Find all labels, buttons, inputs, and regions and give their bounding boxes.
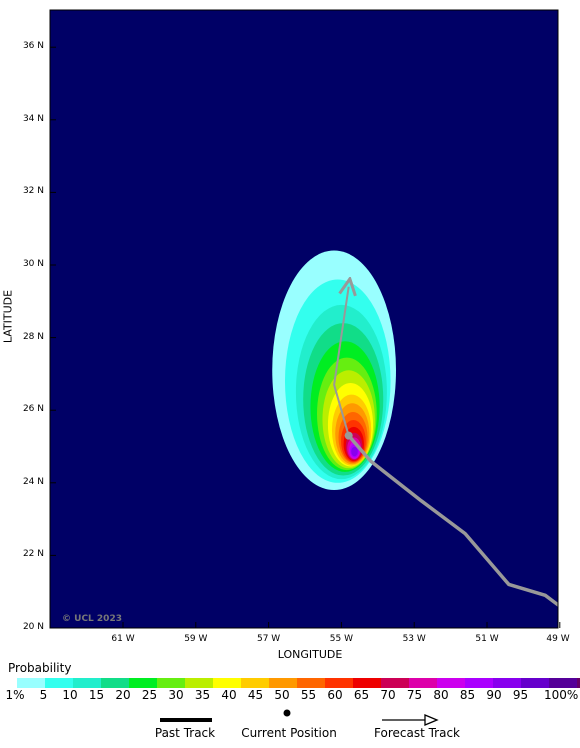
legend-label: 90	[486, 688, 502, 702]
map-border	[49, 9, 559, 629]
legend-swatch	[353, 678, 381, 688]
lat-tick-label: 20 N	[22, 622, 44, 632]
legend-label: 30	[168, 688, 184, 702]
lon-tick-label: 55 W	[329, 634, 353, 644]
legend-label: 35	[194, 688, 211, 702]
legend-label: 10	[62, 688, 78, 702]
past-track-label: Past Track	[154, 726, 216, 740]
lon-tick-label: 57 W	[256, 634, 281, 644]
legend-swatch	[213, 678, 241, 688]
legend-swatch	[297, 678, 325, 688]
past-track-line	[347, 434, 558, 608]
storm-probability-map: © UCL 2023	[49, 9, 561, 629]
legend-label: 50	[274, 688, 290, 702]
legend-label: 75	[406, 688, 423, 702]
legend-swatch	[157, 678, 185, 688]
axis-ticks	[50, 46, 561, 629]
legend-label: 15	[88, 688, 105, 702]
legend-label: 40	[221, 688, 237, 702]
forecast-track-arrow-icon	[424, 714, 439, 726]
current-position-sample	[283, 709, 291, 717]
legend-label: 60	[327, 688, 343, 702]
legend-swatch	[325, 678, 353, 688]
legend-swatch	[465, 678, 493, 688]
legend-label: 20	[115, 688, 131, 702]
lat-tick-label: 26 N	[22, 404, 44, 415]
x-axis-title: LONGITUDE	[277, 648, 343, 661]
legend-label: 65	[353, 688, 370, 702]
track-layer	[333, 287, 558, 608]
legend-swatch	[45, 678, 73, 688]
legend-swatch	[549, 678, 577, 688]
current-position-label: Current Position	[241, 726, 337, 740]
legend-label: 25	[141, 688, 158, 702]
legend-label: 95	[512, 688, 529, 702]
legend-label: 1%	[5, 688, 25, 702]
y-axis-title: LATITUDE	[1, 289, 15, 344]
forecast-track-line	[333, 287, 349, 436]
legend-label: 70	[380, 688, 396, 702]
lat-tick-label: 22 N	[22, 549, 44, 560]
legend-label: 5	[39, 688, 48, 702]
map-key	[160, 709, 439, 726]
legend-swatch	[409, 678, 437, 688]
lat-tick-label: 34 N	[22, 113, 44, 124]
legend-label: 80	[433, 688, 449, 702]
lat-tick-label: 36 N	[22, 41, 44, 52]
forecast-track-label: Forecast Track	[374, 726, 460, 740]
legend-swatch	[269, 678, 297, 688]
current-position-marker	[344, 431, 353, 440]
legend-swatch	[129, 678, 157, 688]
legend-swatch	[381, 678, 409, 688]
legend-label: 45	[247, 688, 264, 702]
lon-tick-label: 61 W	[111, 634, 135, 644]
lat-tick-label: 32 N	[22, 186, 44, 197]
legend-swatch	[17, 678, 45, 688]
legend-swatch	[185, 678, 213, 688]
legend-swatch	[437, 678, 465, 688]
probability-color-bar	[17, 678, 580, 688]
lat-tick-label: 28 N	[22, 331, 44, 342]
lat-tick-label: 24 N	[22, 476, 44, 487]
lon-tick-label: 51 W	[475, 634, 499, 644]
lat-tick-label: 30 N	[22, 259, 44, 269]
legend-label: 100%	[544, 688, 579, 702]
lon-tick-label: 59 W	[184, 634, 208, 644]
legend-swatch	[101, 678, 129, 688]
legend-swatch	[241, 678, 269, 688]
legend-title: Probability	[8, 661, 72, 675]
legend-swatch	[73, 678, 101, 688]
probability-contour-85	[351, 446, 358, 457]
copyright-text: © UCL 2023	[62, 614, 122, 624]
legend-label: 85	[459, 688, 476, 702]
probability-field	[272, 250, 396, 491]
lon-tick-label: 53 W	[402, 634, 426, 644]
legend-swatch	[521, 678, 549, 688]
legend-swatch	[493, 678, 521, 688]
legend-label: 55	[300, 688, 317, 702]
legend-swatch	[577, 678, 580, 688]
lon-tick-label: 49 W	[546, 634, 570, 644]
